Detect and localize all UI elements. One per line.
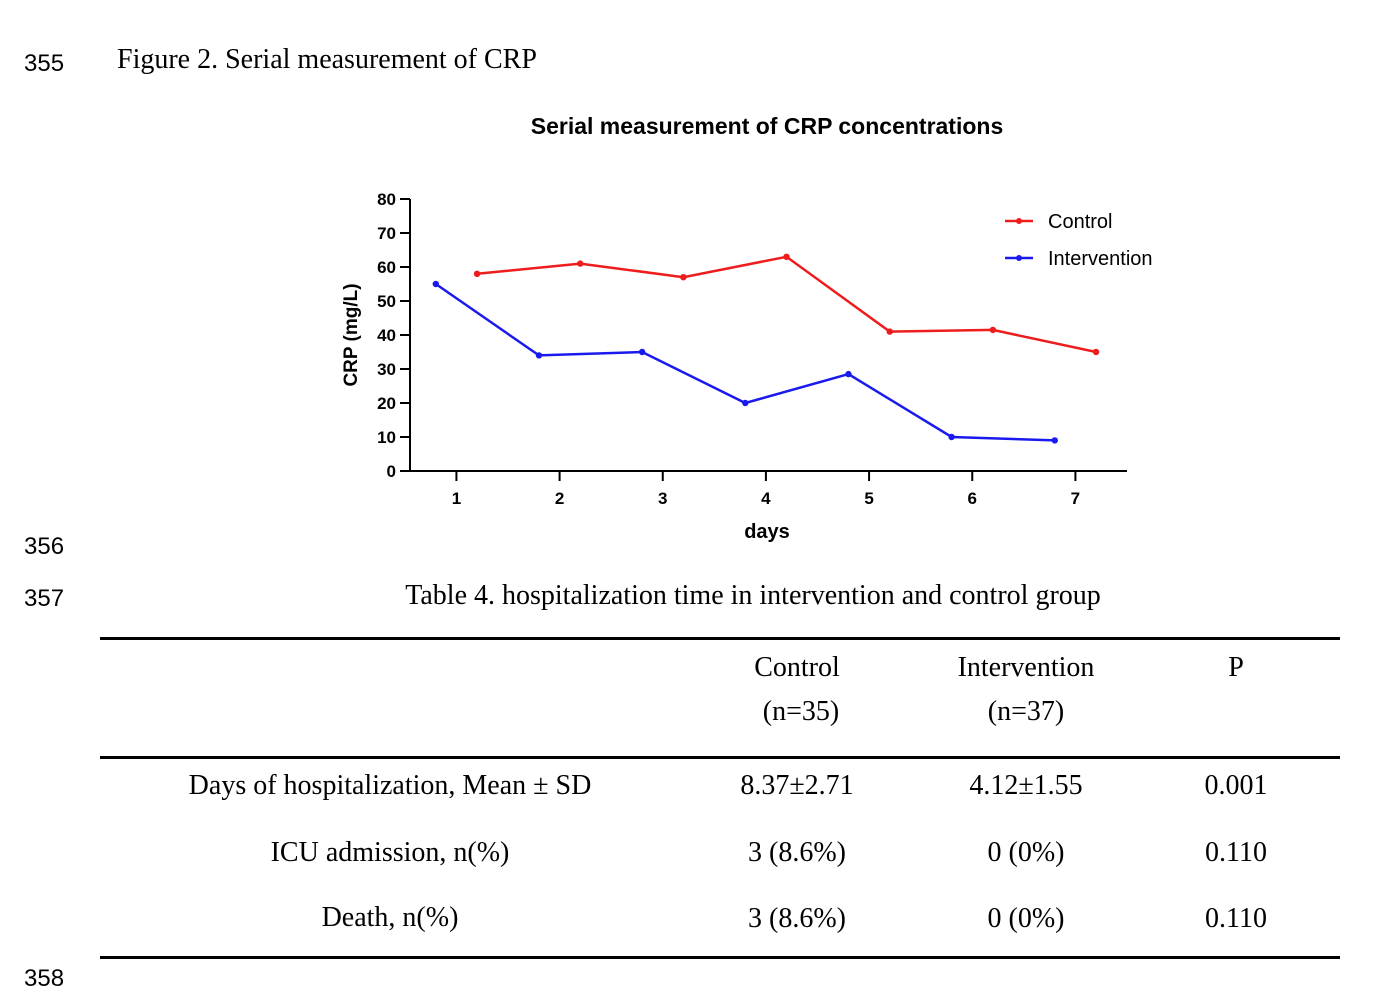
table-caption: Table 4. hospitalization time in interve…	[405, 580, 1101, 611]
data-point-control	[886, 328, 893, 335]
legend: Control Intervention	[1005, 211, 1153, 270]
header-intervention: Intervention	[957, 652, 1095, 683]
line-number: 357	[24, 585, 65, 612]
line-number: 358	[24, 965, 65, 992]
row-p-value: 0.110	[1205, 837, 1267, 868]
figure-caption: Figure 2. Serial measurement of CRP	[117, 44, 537, 75]
header-intervention-n: (n=37)	[987, 696, 1065, 727]
series-control	[473, 253, 1100, 356]
y-tick-label: 10	[377, 428, 396, 447]
header-control: Control	[754, 652, 840, 683]
y-axis-label: CRP (mg/L)	[341, 283, 362, 386]
row-control-value: 8.37±2.71	[740, 770, 854, 801]
data-point-control	[473, 270, 481, 277]
row-p-value: 0.110	[1205, 903, 1267, 934]
row-control-value: 3 (8.6%)	[748, 837, 846, 868]
data-point-intervention	[638, 348, 646, 356]
data-point-intervention	[742, 399, 749, 407]
line-number: 355	[24, 50, 65, 77]
series-line-intervention	[435, 282, 1055, 442]
crp-line-chart: Serial measurement of CRP concentrations…	[341, 113, 1153, 543]
table-bottom-rule	[100, 956, 1340, 959]
table-header-rule	[100, 756, 1340, 759]
x-tick-label: 5	[864, 489, 873, 508]
y-tick-label: 30	[377, 360, 396, 379]
line-number: 356	[24, 533, 65, 560]
row-intervention-value: 0 (0%)	[987, 903, 1065, 934]
legend-control-label: Control	[1048, 211, 1112, 233]
y-tick-label: 80	[377, 190, 396, 209]
legend-item-control: Control	[1005, 211, 1112, 233]
data-point-control	[989, 326, 997, 334]
y-tick-label: 40	[377, 326, 396, 345]
x-tick-label: 1	[452, 489, 461, 508]
row-label: ICU admission, n(%)	[270, 837, 510, 868]
data-point-intervention	[535, 352, 543, 359]
row-label: Days of hospitalization, Mean ± SD	[188, 770, 592, 801]
y-tick-label: 50	[377, 292, 396, 311]
y-tick-label: 70	[377, 224, 396, 243]
x-tick-label: 3	[658, 489, 667, 508]
data-point-control	[577, 260, 584, 267]
data-point-intervention	[1051, 437, 1058, 444]
row-intervention-value: 0 (0%)	[987, 837, 1065, 868]
data-point-intervention	[948, 433, 955, 441]
legend-intervention-label: Intervention	[1048, 248, 1153, 270]
x-axis-label: days	[744, 521, 790, 543]
row-p-value: 0.001	[1204, 770, 1268, 801]
x-tick-label: 7	[1071, 489, 1080, 508]
y-tick-label: 0	[387, 462, 396, 481]
x-tick-label: 4	[761, 489, 771, 508]
header-control-n: (n=35)	[762, 696, 840, 727]
row-label: Death, n(%)	[321, 902, 459, 933]
data-point-control	[1092, 348, 1100, 356]
series-line-control	[476, 255, 1097, 354]
data-point-control	[783, 253, 790, 260]
table-top-rule	[100, 637, 1340, 640]
chart-title: Serial measurement of CRP concentrations	[531, 113, 1004, 139]
data-point-control	[680, 274, 687, 281]
x-tick-label: 2	[555, 489, 564, 508]
row-intervention-value: 4.12±1.55	[969, 770, 1083, 801]
y-axis: 0 10 20 30 40 50 60 70 80	[377, 190, 411, 481]
x-tick-label: 6	[968, 489, 977, 508]
y-tick-label: 60	[377, 258, 396, 277]
x-axis: 1 2 3 4 5 6 7	[400, 470, 1127, 508]
data-point-intervention	[432, 280, 439, 288]
header-p: P	[1228, 652, 1244, 683]
series-intervention	[432, 280, 1058, 444]
row-control-value: 3 (8.6%)	[748, 903, 846, 934]
legend-item-intervention: Intervention	[1005, 248, 1153, 270]
data-point-intervention	[845, 370, 852, 378]
y-tick-label: 20	[377, 394, 396, 413]
